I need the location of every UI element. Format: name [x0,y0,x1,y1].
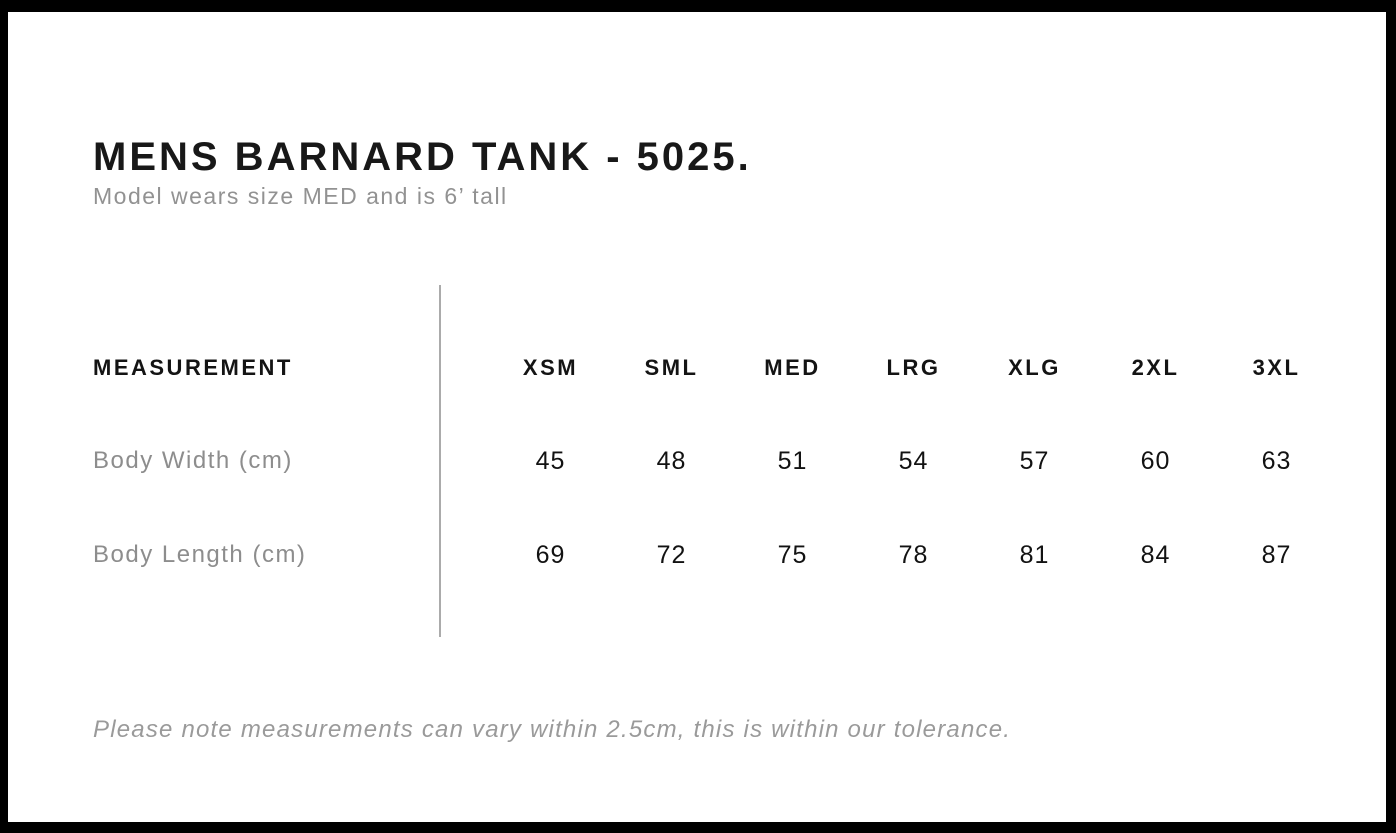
body-width-value-cells: 45 48 51 54 57 60 63 [490,447,1337,476]
tolerance-note: Please note measurements can vary within… [93,716,1012,743]
measurement-column-header: MEASUREMENT [93,355,293,380]
size-header-xsm: XSM [522,355,579,380]
body-length-2xl: 84 [1140,541,1171,569]
size-header-cells: XSM SML MED LRG XLG 2XL 3XL [490,355,1337,381]
size-header-2xl: 2XL [1131,355,1180,380]
size-header-3xl: 3XL [1252,355,1301,380]
size-chart-header-row: MEASUREMENT XSM SML MED LRG XLG 2XL 3XL [8,355,1386,385]
body-width-xlg: 57 [1019,447,1050,475]
body-width-med: 51 [777,447,808,475]
body-width-xsm: 45 [535,447,566,475]
body-length-3xl: 87 [1261,541,1292,569]
body-length-value-cells: 69 72 75 78 81 84 87 [490,541,1337,570]
body-length-xlg: 81 [1019,541,1050,569]
body-length-med: 75 [777,541,808,569]
size-header-xlg: XLG [1008,355,1061,380]
body-length-xsm: 69 [535,541,566,569]
size-header-med: MED [764,355,821,380]
model-size-subtitle: Model wears size MED and is 6’ tall [93,183,508,209]
table-vertical-divider [439,285,441,637]
body-width-3xl: 63 [1261,447,1292,475]
size-header-sml: SML [644,355,699,380]
body-width-sml: 48 [656,447,687,475]
row-label-body-width: Body Width (cm) [93,447,293,474]
body-length-sml: 72 [656,541,687,569]
body-width-lrg: 54 [898,447,929,475]
table-row-body-length: Body Length (cm) 69 72 75 78 81 84 87 [8,541,1386,571]
size-header-lrg: LRG [886,355,941,380]
body-width-2xl: 60 [1140,447,1171,475]
page-title: MENS BARNARD TANK - 5025. [93,134,752,179]
row-label-body-length: Body Length (cm) [93,541,307,568]
body-length-lrg: 78 [898,541,929,569]
table-row-body-width: Body Width (cm) 45 48 51 54 57 60 63 [8,447,1386,477]
